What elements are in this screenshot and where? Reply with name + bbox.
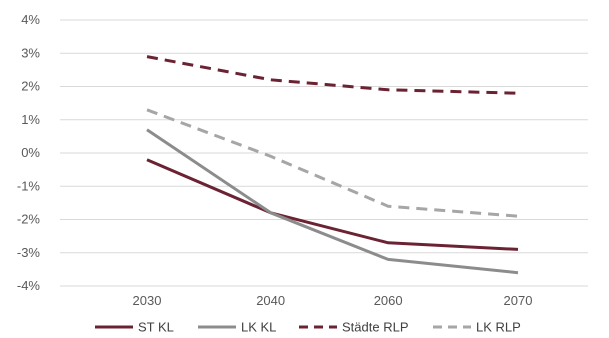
series-line-lk-rlp	[146, 108, 519, 218]
y-tick-label: -1%	[17, 178, 41, 193]
y-tick-label: 3%	[21, 45, 40, 60]
series-lines	[146, 55, 519, 275]
y-tick-label: -4%	[17, 278, 41, 293]
y-axis-tick-labels: -4% -3% -2% -1% 0% 1% 2% 3% 4%	[17, 12, 41, 293]
x-tick-label: 2070	[504, 293, 533, 308]
y-tick-label: 1%	[21, 112, 40, 127]
series-line-st-kl	[146, 158, 519, 251]
legend-label: LK KL	[241, 320, 276, 335]
y-tick-label: -3%	[17, 245, 41, 260]
y-tick-label: 4%	[21, 12, 40, 27]
gridlines	[60, 19, 588, 287]
x-tick-label: 2030	[133, 293, 162, 308]
x-axis-tick-labels: 2030 2040 2060 2070	[133, 293, 533, 308]
y-tick-label: 0%	[21, 145, 40, 160]
legend-label: Städte RLP	[342, 320, 409, 335]
x-tick-label: 2040	[256, 293, 285, 308]
series-line-st-dte-rlp	[146, 55, 519, 95]
legend-label: ST KL	[138, 320, 174, 335]
y-tick-label: 2%	[21, 79, 40, 94]
x-tick-label: 2060	[374, 293, 403, 308]
legend-label: LK RLP	[476, 320, 521, 335]
y-tick-label: -2%	[17, 212, 41, 227]
series-line-lk-kl	[146, 128, 519, 275]
legend: ST KL LK KL Städte RLP LK RLP	[95, 320, 521, 335]
